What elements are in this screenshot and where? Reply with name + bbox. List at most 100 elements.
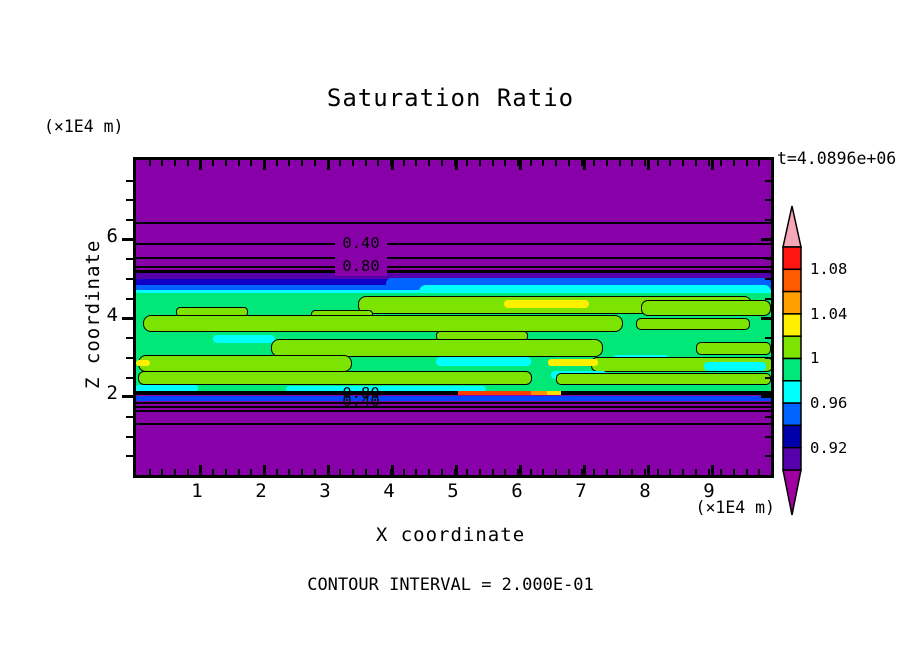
axis-tick — [631, 469, 634, 475]
wedge-blue-right — [386, 278, 771, 289]
z-tick-label: 2 — [106, 382, 118, 405]
axis-tick — [580, 160, 583, 166]
axis-tick — [656, 160, 659, 166]
axis-tick — [605, 469, 608, 475]
axis-tick — [765, 376, 771, 379]
contour-label: 0.40 — [342, 392, 380, 410]
contour-field: 0.40 0.80 0.80 0.40 — [136, 160, 771, 475]
axis-tick — [583, 465, 586, 475]
z-axis-unit: (×1E4 m) — [44, 117, 124, 136]
lens-chartreuse — [271, 339, 603, 357]
time-annotation: t=4.0896e+06 — [777, 149, 897, 168]
contour-line — [136, 423, 771, 425]
patch-cyan — [436, 357, 531, 366]
axis-tick — [761, 237, 771, 241]
axis-tick — [161, 160, 164, 166]
axis-tick — [161, 469, 164, 475]
axis-tick — [765, 179, 771, 182]
axis-tick — [720, 160, 723, 166]
axis-tick — [186, 160, 189, 166]
colorbar-segment — [782, 402, 802, 427]
contour-label: 0.40 — [335, 234, 387, 253]
colorbar-value-label: 1 — [810, 349, 820, 367]
axis-tick — [364, 469, 367, 475]
colorbar-arrow-down — [782, 469, 802, 516]
axis-tick — [275, 160, 278, 166]
streak-orangered-hot — [458, 391, 531, 395]
x-tick-label: 8 — [639, 480, 651, 502]
z-tick-label: 4 — [106, 303, 118, 326]
colorbar-segment — [782, 380, 802, 404]
axis-tick — [126, 337, 133, 340]
axis-tick — [186, 469, 189, 475]
axis-tick — [440, 469, 443, 475]
axis-tick — [517, 469, 519, 475]
axis-tick — [339, 160, 342, 166]
axis-tick — [126, 199, 133, 202]
axis-tick — [364, 160, 367, 166]
axis-tick — [491, 160, 494, 166]
axis-tick — [440, 160, 443, 166]
axis-tick — [765, 356, 771, 359]
contour-line — [136, 266, 771, 268]
axis-tick — [647, 465, 650, 475]
axis-tick — [711, 160, 714, 170]
axis-tick — [765, 297, 771, 300]
colorbar-value-label: 0.92 — [810, 439, 848, 457]
axis-tick — [711, 465, 714, 475]
x-tick-label: 2 — [255, 480, 267, 502]
axis-tick — [126, 435, 133, 438]
axis-tick — [224, 469, 227, 475]
axis-tick — [682, 469, 685, 475]
axis-tick — [707, 469, 710, 475]
x-tick-label: 9 — [703, 480, 715, 502]
axis-tick — [745, 469, 748, 475]
axis-tick — [122, 395, 133, 399]
contour-line — [136, 402, 771, 404]
axis-tick — [720, 469, 723, 475]
axis-tick — [694, 160, 697, 166]
axis-tick — [122, 316, 133, 320]
axis-tick — [224, 160, 227, 166]
axis-tick — [428, 160, 431, 166]
x-axis-title: X coordinate — [375, 524, 526, 546]
plot-area: 0.40 0.80 0.80 0.40 — [122, 157, 774, 478]
axis-tick — [644, 160, 646, 166]
axis-tick — [765, 455, 771, 458]
lens-chartreuse — [556, 373, 771, 385]
axis-tick — [126, 219, 133, 222]
patch-cyan — [213, 335, 275, 343]
axis-tick — [761, 316, 771, 320]
contour-line — [136, 243, 771, 245]
axis-tick — [567, 469, 570, 475]
axis-tick — [126, 297, 133, 300]
x-tick-label: 3 — [319, 480, 331, 502]
axis-tick — [765, 278, 771, 281]
axis-tick — [529, 469, 532, 475]
axis-tick — [453, 469, 456, 475]
axis-tick — [555, 469, 558, 475]
axis-tick — [327, 465, 330, 475]
axis-tick — [237, 469, 240, 475]
colorbar-segment — [782, 446, 802, 471]
axis-tick — [377, 469, 380, 475]
axis-tick — [199, 465, 202, 475]
contour-interval-note: CONTOUR INTERVAL = 2.000E-01 — [307, 575, 594, 595]
axis-tick — [148, 160, 151, 166]
colorbar-value-label: 1.08 — [810, 260, 848, 278]
axis-tick — [732, 160, 735, 166]
axis-tick — [250, 160, 253, 166]
axis-tick — [455, 465, 458, 475]
axis-tick — [351, 160, 354, 166]
axis-tick — [263, 465, 266, 475]
colorbar-segment — [782, 357, 802, 382]
axis-tick — [391, 160, 394, 170]
axis-tick — [618, 160, 621, 166]
axis-tick — [126, 376, 133, 379]
lens-chartreuse — [636, 318, 750, 330]
axis-tick — [237, 160, 240, 166]
axis-tick — [765, 219, 771, 222]
axis-tick — [126, 278, 133, 281]
axis-tick — [707, 160, 710, 166]
patch-cyan — [136, 385, 198, 392]
